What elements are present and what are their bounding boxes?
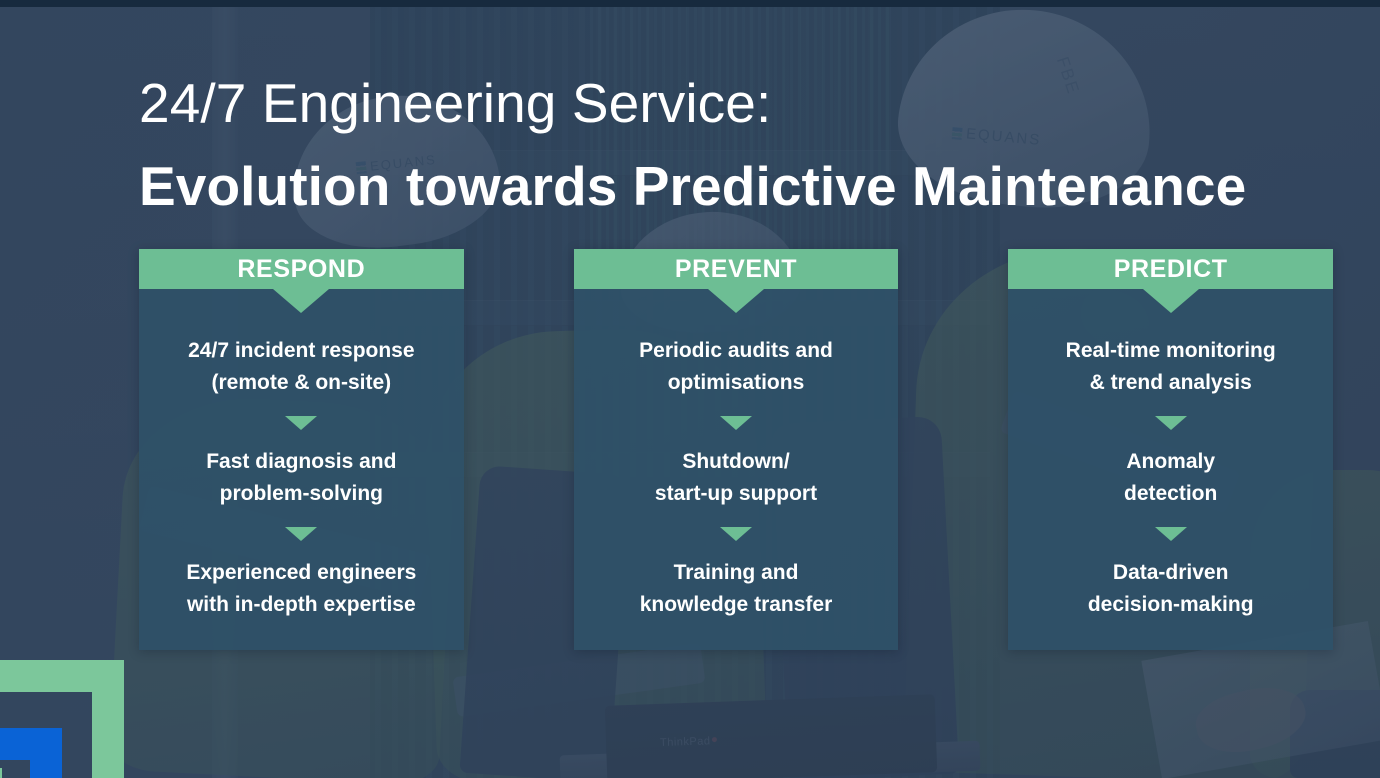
column-header-prevent: PREVENT xyxy=(573,249,899,313)
column-item: Data-driven decision-making xyxy=(1087,561,1254,616)
column-header-label: RESPOND xyxy=(237,254,366,283)
column-item: Periodic audits and optimisations xyxy=(639,339,833,394)
maturity-columns-container: RESPOND 24/7 incident response (remote &… xyxy=(139,249,1334,650)
column-header-label: PREVENT xyxy=(674,254,798,283)
column-item: Shutdown/ start-up support xyxy=(654,450,818,505)
column-body-predict: Real-time monitoring & trend analysis An… xyxy=(1008,289,1333,650)
column-header-respond: RESPOND xyxy=(139,249,464,313)
slide-subtitle-line-2: Evolution towards Predictive Maintenance xyxy=(139,155,1247,218)
chevron-down-notch-icon xyxy=(708,289,764,313)
logo-outer-green-bracket xyxy=(0,660,124,778)
column-card-prevent[interactable]: PREVENT Periodic audits and optimisation… xyxy=(573,249,899,650)
column-item: Experienced engineers with in-depth expe… xyxy=(186,561,417,616)
column-body-respond: 24/7 incident response (remote & on-site… xyxy=(139,289,464,650)
logo-innermost-green-block xyxy=(0,768,2,778)
arrow-down-icon xyxy=(720,416,752,430)
arrow-down-icon xyxy=(285,416,318,430)
slide-title-block: 24/7 Engineering Service: Evolution towa… xyxy=(139,72,1289,218)
chevron-down-notch-icon xyxy=(1142,289,1199,313)
arrow-down-icon xyxy=(1154,416,1187,430)
column-card-respond[interactable]: RESPOND 24/7 incident response (remote &… xyxy=(139,249,464,650)
column-header-label: PREDICT xyxy=(1113,254,1228,283)
column-item: Training and knowledge transfer xyxy=(639,561,833,616)
column-body-prevent: Periodic audits and optimisations Shutdo… xyxy=(574,289,899,650)
slide-title-line-1: 24/7 Engineering Service: xyxy=(139,72,772,134)
column-header-predict: PREDICT xyxy=(1008,249,1334,313)
column-item: Anomaly detection xyxy=(1124,450,1218,505)
column-card-predict[interactable]: PREDICT Real-time monitoring & trend ana… xyxy=(1008,249,1334,650)
column-item: Fast diagnosis and problem-solving xyxy=(206,450,397,505)
arrow-down-icon xyxy=(1154,527,1187,541)
equans-corner-bracket-logo xyxy=(0,660,124,778)
top-edge-strip xyxy=(0,0,1380,7)
chevron-down-notch-icon xyxy=(273,289,330,313)
column-item: Real-time monitoring & trend analysis xyxy=(1065,339,1276,394)
column-item: 24/7 incident response (remote & on-site… xyxy=(188,339,415,394)
logo-inner-blue-bracket xyxy=(0,728,62,778)
arrow-down-icon xyxy=(720,527,752,541)
arrow-down-icon xyxy=(285,527,318,541)
